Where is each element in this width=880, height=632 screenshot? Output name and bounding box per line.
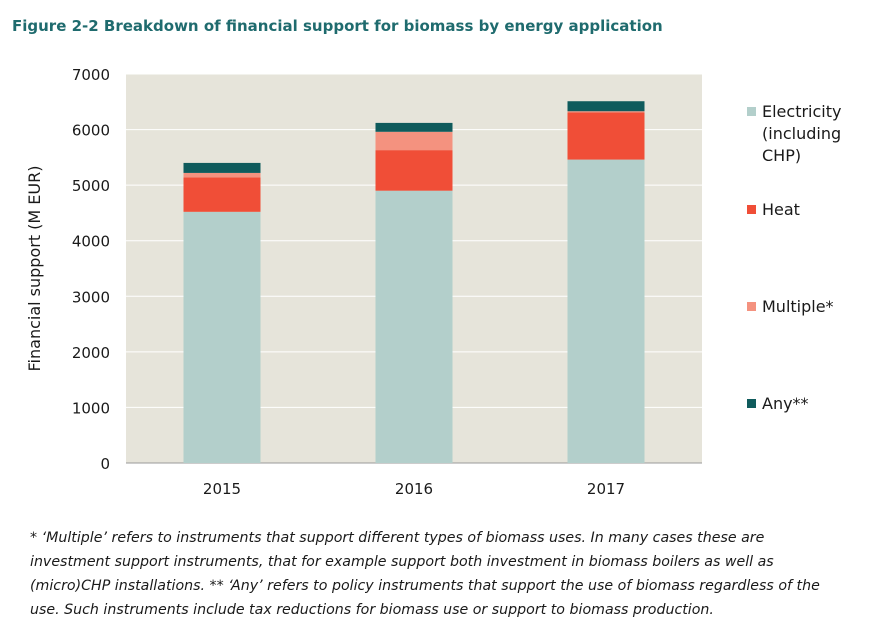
x-tick-label: 2015 [203,480,241,498]
y-tick-label: 4000 [72,233,110,251]
bar-segment [567,101,645,112]
bar-segment [375,131,453,151]
legend-label: CHP) [762,146,801,165]
y-tick-labels: 0 1000 2000 3000 4000 5000 6000 7000 [72,66,110,473]
bar-segment [375,122,453,132]
bar-segment [183,177,261,212]
bar-segment [567,159,645,463]
footnote-line: use. Such instruments include tax reduct… [30,602,714,618]
legend-label: Heat [762,200,800,219]
y-tick-label: 6000 [72,122,110,140]
x-tick-label: 2017 [587,480,625,498]
y-tick-label: 2000 [72,344,110,362]
y-tick-label: 0 [100,455,110,473]
x-tick-label: 2016 [395,480,433,498]
bar-segment [567,111,645,113]
legend-label: Any** [762,394,809,413]
legend: Electricity (including CHP) Heat Multiple* An… [747,102,841,413]
figure-title: Figure 2-2 Breakdown of financial suppor… [12,17,663,35]
bars [183,101,645,463]
y-axis-label: Financial support (M EUR) [25,166,44,372]
footnote-line: (micro)CHP installations. ** ‘Any’ refer… [30,578,820,594]
y-tick-label: 3000 [72,288,110,306]
y-tick-label: 1000 [72,399,110,417]
y-tick-label: 5000 [72,177,110,195]
bar-segment [183,162,261,173]
legend-label: (including [762,124,841,143]
bar-segment [183,172,261,178]
y-tick-label: 7000 [72,66,110,84]
legend-swatch [747,399,756,408]
footnote-line: investment support instruments, that for… [30,554,774,570]
legend-label: Electricity [762,102,841,121]
x-tick-labels: 2015 2016 2017 [203,480,625,498]
legend-swatch [747,302,756,311]
bar-segment [375,190,453,463]
footnote-line: * ‘Multiple’ refers to instruments that … [30,530,765,546]
legend-swatch [747,205,756,214]
bar-segment [375,150,453,191]
legend-swatch [747,107,756,116]
legend-label: Multiple* [762,297,834,316]
bar-segment [183,211,261,463]
footnote: * ‘Multiple’ refers to instruments that … [30,526,878,622]
bar-segment [567,112,645,160]
